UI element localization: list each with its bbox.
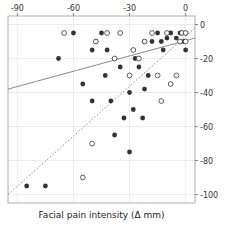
lines [8,28,195,195]
grid-line-y [8,58,195,59]
grid-line-y [8,92,195,93]
x-axis-label: Facial pain intensity (Δ mm) [39,210,165,220]
filled-point [127,150,132,155]
filled-point [137,65,142,70]
y-tick-label: -60 [200,123,213,132]
filled-point [112,133,117,138]
open-point [178,39,183,44]
filled-point [142,87,147,92]
open-point [90,141,95,146]
grid-line-x [129,16,130,203]
filled-point [159,39,164,44]
open-point [159,99,164,104]
chart: -90 -60 -30 0 0 -20 -40 -60 -80 -100 Facial pain i… [0,0,225,225]
x-tick-label: -90 [11,4,24,13]
open-point [155,73,160,78]
open-point [93,39,98,44]
open-point [80,175,85,180]
open-point [137,56,142,61]
filled-point [161,48,166,53]
x-tick-label: -60 [67,4,80,13]
open-point [174,73,179,78]
filled-point [118,65,123,70]
y-tick-label: -100 [200,191,218,200]
grid [8,16,195,203]
filled-point [90,48,95,53]
x-tick [185,13,186,16]
grid-line-y [8,160,195,161]
open-point [183,39,188,44]
x-tick [73,13,74,16]
filled-point [43,184,48,189]
axes: -90 -60 -30 0 0 -20 -40 -60 -80 -100 [11,4,218,200]
x-tick [17,13,18,16]
grid-line-y [8,194,195,195]
grid-line-x [73,16,74,203]
open-point [105,31,110,36]
marks [8,28,195,195]
y-tick [195,160,198,161]
filled-point [56,56,61,61]
y-tick-label: 0 [200,21,205,30]
trend-line [8,38,195,89]
open-point [127,73,132,78]
grid-line-y [8,24,195,25]
open-point [183,31,188,36]
y-tick-label: -20 [200,55,213,64]
filled-point [165,36,170,41]
filled-point [80,82,85,87]
filled-point [90,99,95,104]
open-point [112,56,117,61]
filled-point [150,39,155,44]
x-tick-label: -30 [123,4,136,13]
filled-point [71,31,76,36]
filled-point [131,107,136,112]
plot-frame [8,16,195,203]
filled-point [155,31,160,36]
x-tick [129,13,130,16]
grid-line-x [17,16,18,203]
filled-point [140,116,145,121]
filled-point [142,39,147,44]
filled-point [105,48,110,53]
filled-point [108,99,113,104]
filled-point [127,90,132,95]
points [24,31,188,189]
grid-line-y [8,126,195,127]
y-tick [195,194,198,195]
filled-point [122,116,127,121]
filled-point [93,39,98,44]
open-point [62,31,67,36]
filled-point [146,73,151,78]
filled-point [24,184,29,189]
open-point [165,31,170,36]
filled-point [183,31,188,36]
filled-point [183,48,188,53]
y-tick [195,92,198,93]
open-point [142,39,147,44]
y-tick-label: -80 [200,157,213,166]
y-tick [195,58,198,59]
filled-point [103,73,108,78]
open-point [118,31,123,36]
open-point [168,82,173,87]
trend-line [8,28,195,195]
filled-point [99,31,104,36]
open-point [150,31,155,36]
y-tick-label: -40 [200,89,213,98]
y-tick [195,126,198,127]
open-point [131,48,136,53]
x-tick-label: 0 [183,4,188,13]
y-tick [195,24,198,25]
